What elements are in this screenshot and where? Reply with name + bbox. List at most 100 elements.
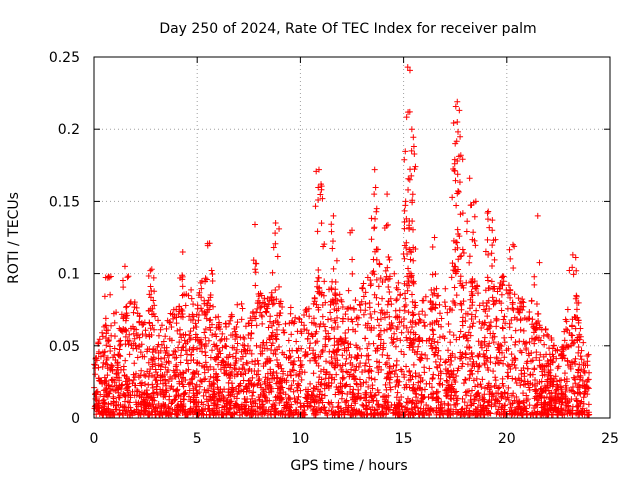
data-point bbox=[125, 341, 132, 348]
data-point bbox=[506, 320, 513, 327]
data-point bbox=[483, 347, 490, 354]
y-axis-label: ROTI / TECUs bbox=[6, 192, 22, 284]
data-point bbox=[377, 336, 384, 343]
data-point bbox=[195, 317, 202, 324]
data-point bbox=[225, 385, 232, 392]
data-point bbox=[473, 285, 480, 292]
data-point bbox=[449, 307, 456, 314]
data-point bbox=[193, 346, 200, 353]
data-point bbox=[472, 242, 479, 249]
data-point bbox=[144, 368, 151, 375]
data-point bbox=[231, 365, 238, 372]
data-point bbox=[534, 212, 541, 219]
data-point bbox=[333, 307, 340, 314]
data-point bbox=[389, 410, 396, 417]
data-point bbox=[506, 363, 513, 370]
data-point bbox=[462, 318, 469, 325]
data-point bbox=[170, 315, 177, 322]
data-point bbox=[102, 322, 109, 329]
data-point bbox=[501, 339, 508, 346]
data-point bbox=[224, 401, 231, 408]
data-point bbox=[335, 384, 342, 391]
data-point bbox=[397, 337, 404, 344]
data-point bbox=[287, 304, 294, 311]
data-point bbox=[454, 400, 461, 407]
data-point bbox=[133, 304, 140, 311]
data-point bbox=[180, 402, 187, 409]
data-point bbox=[187, 328, 194, 335]
data-point bbox=[352, 375, 359, 382]
data-point bbox=[132, 399, 139, 406]
data-point bbox=[214, 384, 221, 391]
data-point bbox=[449, 350, 456, 357]
data-point bbox=[486, 284, 493, 291]
data-point bbox=[561, 328, 568, 335]
data-point bbox=[395, 410, 402, 417]
data-point bbox=[556, 408, 563, 415]
data-point bbox=[92, 362, 99, 369]
data-point bbox=[488, 250, 495, 257]
data-point bbox=[460, 250, 467, 257]
data-point bbox=[484, 274, 491, 281]
data-point bbox=[161, 377, 168, 384]
data-point bbox=[361, 395, 368, 402]
data-point bbox=[186, 346, 193, 353]
data-point bbox=[281, 402, 288, 409]
data-point bbox=[260, 388, 267, 395]
data-point bbox=[239, 365, 246, 372]
data-point bbox=[472, 313, 479, 320]
data-point bbox=[345, 326, 352, 333]
data-point bbox=[584, 358, 591, 365]
data-point bbox=[321, 278, 328, 285]
data-point bbox=[96, 336, 103, 343]
data-point bbox=[187, 396, 194, 403]
data-point bbox=[223, 335, 230, 342]
data-point bbox=[531, 340, 538, 347]
data-point bbox=[191, 399, 198, 406]
data-point bbox=[386, 256, 393, 263]
data-point bbox=[138, 319, 145, 326]
data-point bbox=[419, 377, 426, 384]
x-tick-label: 25 bbox=[601, 431, 619, 447]
data-point bbox=[441, 408, 448, 415]
data-point bbox=[432, 270, 439, 277]
data-point bbox=[149, 384, 156, 391]
data-point bbox=[355, 386, 362, 393]
data-point bbox=[362, 322, 369, 329]
data-point bbox=[121, 372, 128, 379]
data-point bbox=[348, 366, 355, 373]
data-point bbox=[251, 221, 258, 228]
data-point bbox=[318, 395, 325, 402]
data-point bbox=[367, 310, 374, 317]
data-point bbox=[436, 301, 443, 308]
data-point bbox=[400, 250, 407, 257]
data-point bbox=[481, 319, 488, 326]
data-point bbox=[185, 381, 192, 388]
data-point bbox=[466, 324, 473, 331]
data-point bbox=[131, 299, 138, 306]
data-point bbox=[423, 402, 430, 409]
y-tick-label: 0.1 bbox=[58, 267, 80, 283]
data-point bbox=[445, 320, 452, 327]
data-point bbox=[533, 349, 540, 356]
data-point bbox=[188, 295, 195, 302]
data-point bbox=[124, 386, 131, 393]
data-point bbox=[191, 373, 198, 380]
data-point bbox=[468, 349, 475, 356]
data-point bbox=[277, 411, 284, 418]
data-point bbox=[308, 391, 315, 398]
data-point bbox=[95, 350, 102, 357]
data-point bbox=[198, 278, 205, 285]
data-point bbox=[580, 339, 587, 346]
data-point bbox=[345, 316, 352, 323]
data-point bbox=[549, 378, 556, 385]
data-point bbox=[176, 330, 183, 337]
data-point bbox=[397, 291, 404, 298]
data-point bbox=[446, 373, 453, 380]
data-point bbox=[421, 386, 428, 393]
data-point bbox=[179, 292, 186, 299]
data-point bbox=[530, 404, 537, 411]
data-point bbox=[446, 329, 453, 336]
data-point bbox=[204, 242, 211, 249]
data-point bbox=[145, 395, 152, 402]
